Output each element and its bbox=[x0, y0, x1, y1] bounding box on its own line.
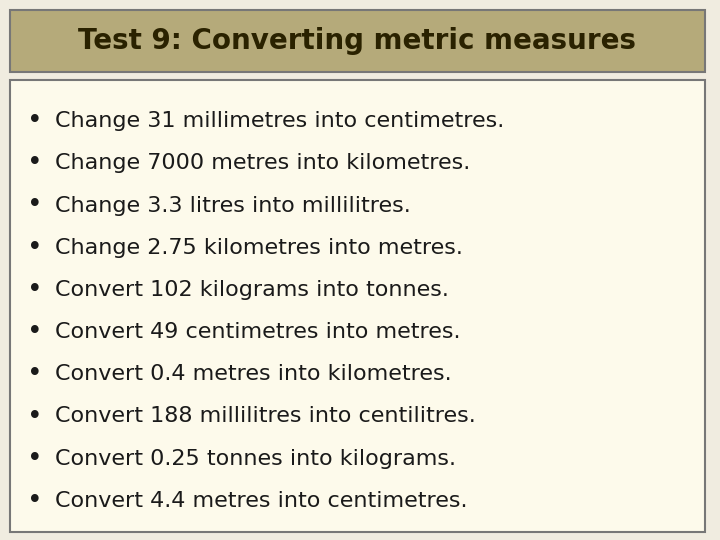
Text: •: • bbox=[27, 361, 42, 387]
Text: Convert 0.4 metres into kilometres.: Convert 0.4 metres into kilometres. bbox=[55, 364, 451, 384]
Text: •: • bbox=[27, 277, 42, 303]
Text: •: • bbox=[27, 150, 42, 176]
Text: Test 9: Converting metric measures: Test 9: Converting metric measures bbox=[78, 27, 636, 55]
Text: •: • bbox=[27, 446, 42, 472]
Text: Convert 102 kilograms into tonnes.: Convert 102 kilograms into tonnes. bbox=[55, 280, 449, 300]
Text: Convert 0.25 tonnes into kilograms.: Convert 0.25 tonnes into kilograms. bbox=[55, 449, 456, 469]
Text: •: • bbox=[27, 235, 42, 261]
Text: Change 7000 metres into kilometres.: Change 7000 metres into kilometres. bbox=[55, 153, 470, 173]
Text: •: • bbox=[27, 319, 42, 345]
Text: Change 31 millimetres into centimetres.: Change 31 millimetres into centimetres. bbox=[55, 111, 504, 131]
Text: •: • bbox=[27, 192, 42, 219]
Text: Change 2.75 kilometres into metres.: Change 2.75 kilometres into metres. bbox=[55, 238, 463, 258]
Text: Convert 4.4 metres into centimetres.: Convert 4.4 metres into centimetres. bbox=[55, 491, 467, 511]
Bar bbox=[10, 10, 705, 72]
Bar bbox=[10, 80, 705, 532]
Text: Convert 188 millilitres into centilitres.: Convert 188 millilitres into centilitres… bbox=[55, 407, 476, 427]
Text: Convert 49 centimetres into metres.: Convert 49 centimetres into metres. bbox=[55, 322, 461, 342]
Text: •: • bbox=[27, 108, 42, 134]
Text: •: • bbox=[27, 403, 42, 429]
Text: Change 3.3 litres into millilitres.: Change 3.3 litres into millilitres. bbox=[55, 195, 410, 215]
Text: •: • bbox=[27, 488, 42, 514]
